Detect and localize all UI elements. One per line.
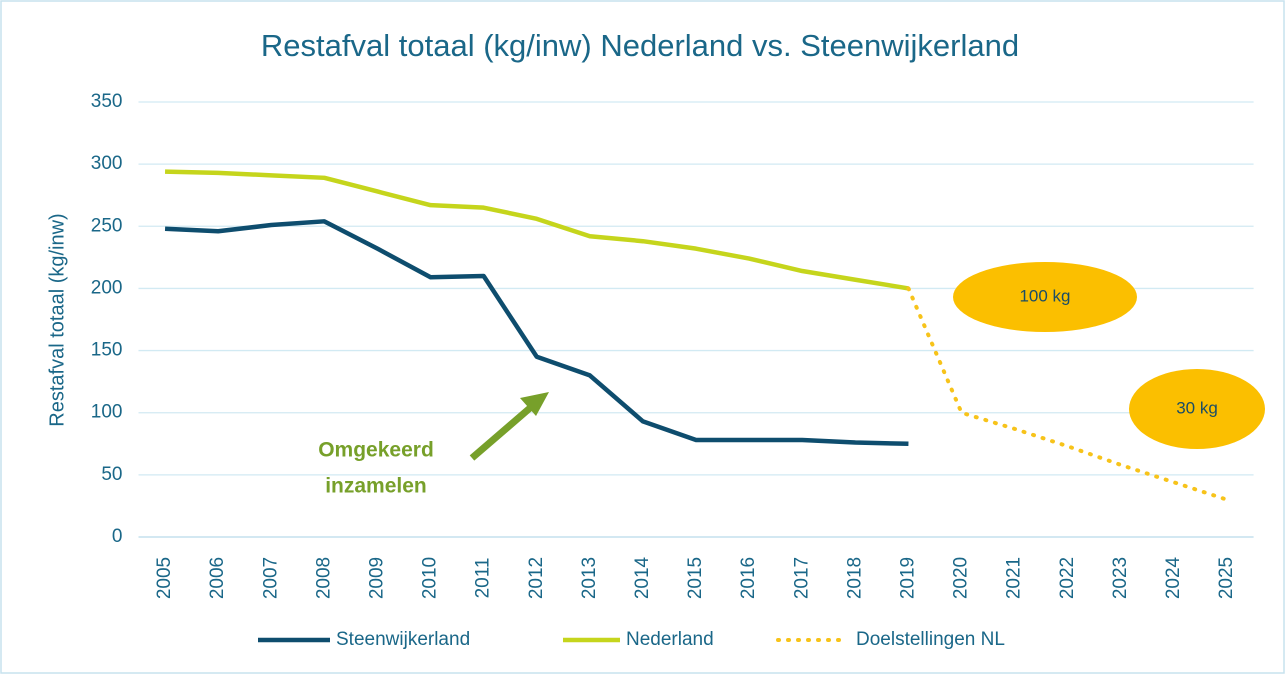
x-tick-label: 2017 <box>791 557 812 599</box>
x-tick-label: 2011 <box>473 558 494 599</box>
x-tick-label: 2015 <box>685 557 706 599</box>
y-tick-label: 100 <box>91 402 123 423</box>
x-tick-label: 2013 <box>579 557 600 599</box>
annotation-text: inzamelen <box>325 475 427 498</box>
x-tick-label: 2025 <box>1216 557 1237 599</box>
x-tick-label: 2024 <box>1163 556 1184 599</box>
series-line <box>164 169 909 291</box>
series-line <box>906 286 1230 502</box>
x-tick-label: 2014 <box>632 556 653 599</box>
annotation-text: Omgekeerd <box>318 439 434 462</box>
y-tick-label: 200 <box>91 277 123 298</box>
annotation-text: 100 kg <box>1019 286 1070 305</box>
x-tick-label: 2021 <box>1004 557 1025 599</box>
x-tick-label: 2009 <box>366 557 387 599</box>
y-tick-label: 0 <box>112 526 123 547</box>
x-tick-label: 2012 <box>526 557 547 599</box>
chart-title: Restafval totaal (kg/inw) Nederland vs. … <box>261 28 1019 63</box>
x-tick-label: 2006 <box>207 557 228 599</box>
legend-label: Steenwijkerland <box>336 629 470 650</box>
x-tick-label: 2007 <box>260 557 281 599</box>
x-tick-label: 2018 <box>844 557 865 599</box>
x-tick-label: 2008 <box>313 557 334 599</box>
y-tick-label: 50 <box>101 464 122 485</box>
x-tick-label: 2020 <box>951 557 972 599</box>
x-tick-label: 2022 <box>1057 557 1078 599</box>
y-tick-label: 300 <box>91 153 123 174</box>
y-tick-label: 150 <box>91 340 123 361</box>
annotation-arrow <box>469 405 533 461</box>
x-tick-label: 2023 <box>1110 557 1131 599</box>
y-tick-label: 350 <box>91 91 123 112</box>
annotation-text: 30 kg <box>1176 398 1218 417</box>
y-axis-label: Restafval totaal (kg/inw) <box>46 213 68 426</box>
legend-label: Doelstellingen NL <box>856 629 1005 650</box>
x-tick-label: 2005 <box>154 557 175 599</box>
series-line <box>164 219 909 447</box>
x-tick-label: 2016 <box>738 557 759 599</box>
x-tick-label: 2010 <box>420 557 441 599</box>
y-tick-label: 250 <box>91 215 123 236</box>
x-tick-label: 2019 <box>897 557 918 599</box>
legend-label: Nederland <box>626 629 714 650</box>
annotation-arrowhead <box>520 392 549 416</box>
annotation-ellipse <box>1129 369 1265 449</box>
annotation-ellipse <box>953 262 1137 332</box>
